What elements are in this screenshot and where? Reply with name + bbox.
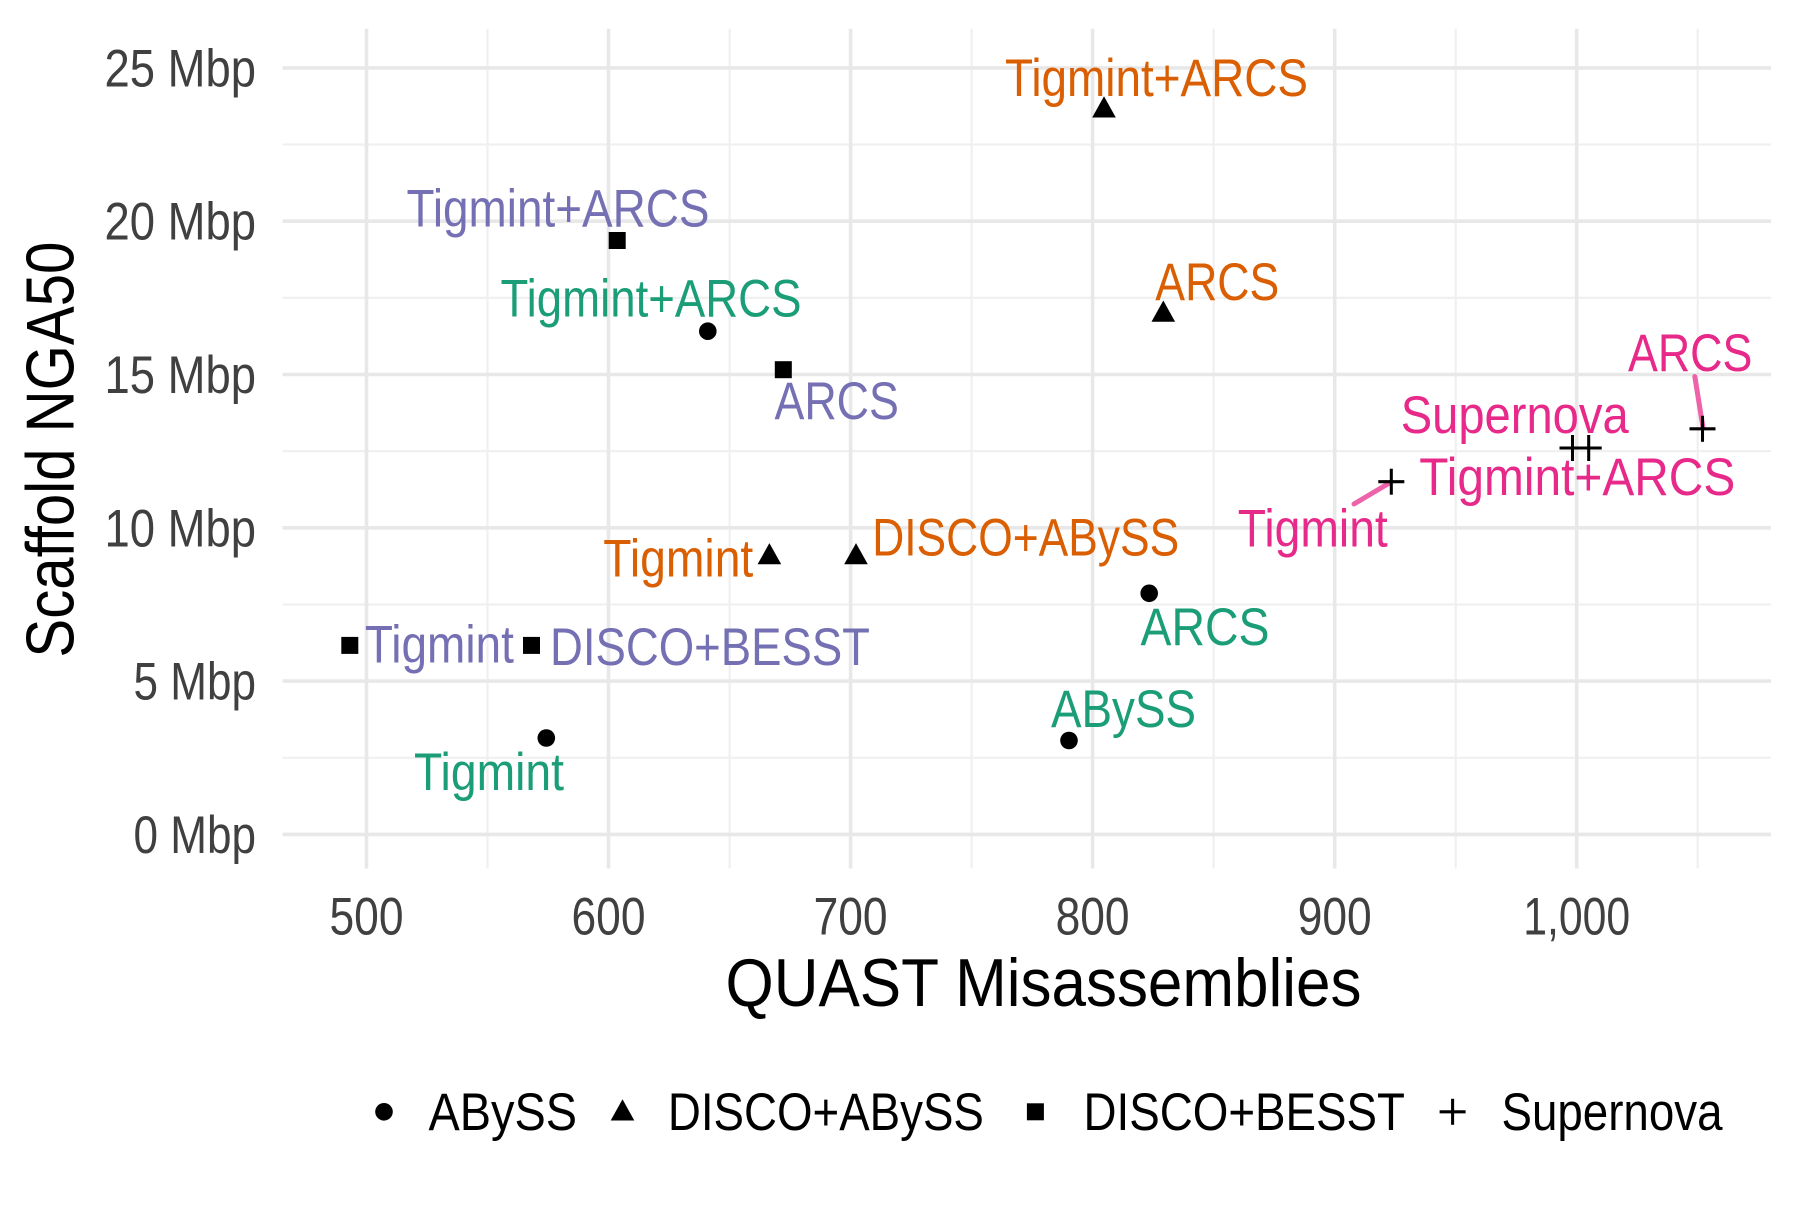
svg-text:ARCS: ARCS [774,372,899,431]
svg-text:25 Mbp: 25 Mbp [105,39,257,98]
svg-text:Tigmint+ARCS: Tigmint+ARCS [1005,49,1308,108]
svg-text:ARCS: ARCS [1141,598,1270,657]
svg-text:ABySS: ABySS [1051,680,1196,739]
svg-text:ARCS: ARCS [1628,324,1753,383]
svg-text:800: 800 [1056,888,1130,947]
svg-text:600: 600 [572,888,646,947]
svg-text:1,000: 1,000 [1523,888,1630,947]
svg-text:Tigmint: Tigmint [603,530,753,589]
svg-text:20 Mbp: 20 Mbp [105,193,257,252]
svg-text:Tigmint: Tigmint [365,616,514,675]
svg-text:500: 500 [330,888,404,947]
svg-text:QUAST Misassemblies: QUAST Misassemblies [726,945,1362,1021]
svg-text:DISCO+BESST: DISCO+BESST [550,618,870,677]
svg-text:700: 700 [814,888,888,947]
svg-text:Tigmint: Tigmint [414,743,564,802]
svg-text:Tigmint+ARCS: Tigmint+ARCS [501,270,802,329]
svg-text:Supernova: Supernova [1502,1083,1723,1142]
svg-text:DISCO+BESST: DISCO+BESST [1084,1083,1406,1142]
svg-text:ARCS: ARCS [1155,253,1279,312]
svg-text:Tigmint: Tigmint [1238,500,1388,559]
svg-text:5 Mbp: 5 Mbp [134,653,257,712]
svg-text:DISCO+ABySS: DISCO+ABySS [872,509,1179,568]
svg-text:Supernova: Supernova [1401,386,1629,445]
svg-text:Tigmint+ARCS: Tigmint+ARCS [1419,448,1735,507]
svg-text:ABySS: ABySS [429,1083,578,1142]
svg-text:0 Mbp: 0 Mbp [134,806,257,865]
svg-text:10 Mbp: 10 Mbp [105,499,257,558]
svg-text:900: 900 [1298,888,1372,947]
svg-text:DISCO+ABySS: DISCO+ABySS [668,1083,984,1142]
svg-text:Scaffold NGA50: Scaffold NGA50 [13,242,89,658]
svg-text:15 Mbp: 15 Mbp [105,346,257,405]
svg-text:Tigmint+ARCS: Tigmint+ARCS [407,179,710,238]
